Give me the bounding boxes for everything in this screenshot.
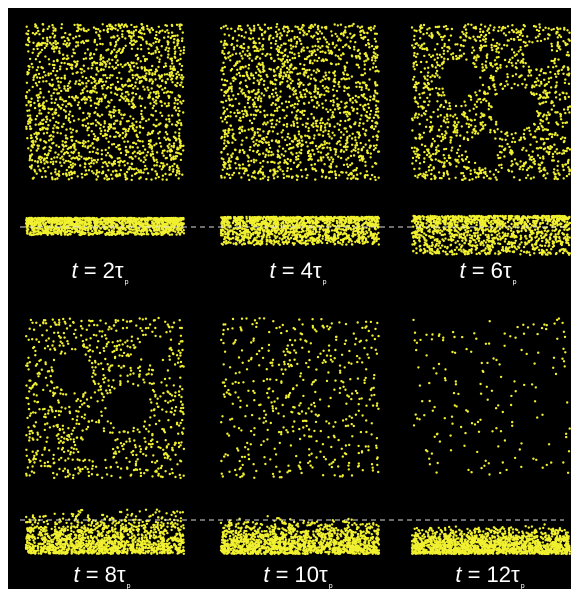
time-label-4: t = 8τp xyxy=(73,562,131,590)
snapshot-6 xyxy=(410,317,571,556)
time-label-3: t = 6τp xyxy=(459,258,517,287)
time-label-6: t = 12τp xyxy=(455,562,525,590)
snapshot-2 xyxy=(219,22,381,247)
snapshot-3 xyxy=(410,23,571,257)
snapshot-4 xyxy=(24,316,186,556)
snapshot-5 xyxy=(219,317,381,556)
particle-snapshots xyxy=(20,22,571,556)
snapshot-1 xyxy=(24,22,186,237)
time-label-2: t = 4τp xyxy=(269,258,327,287)
simulation-figure: t = 2τp t = 4τp t = 6τp t = 8τp t = 10τp… xyxy=(8,8,571,589)
time-label-1: t = 2τp xyxy=(71,258,129,287)
time-label-5: t = 10τp xyxy=(263,562,333,590)
